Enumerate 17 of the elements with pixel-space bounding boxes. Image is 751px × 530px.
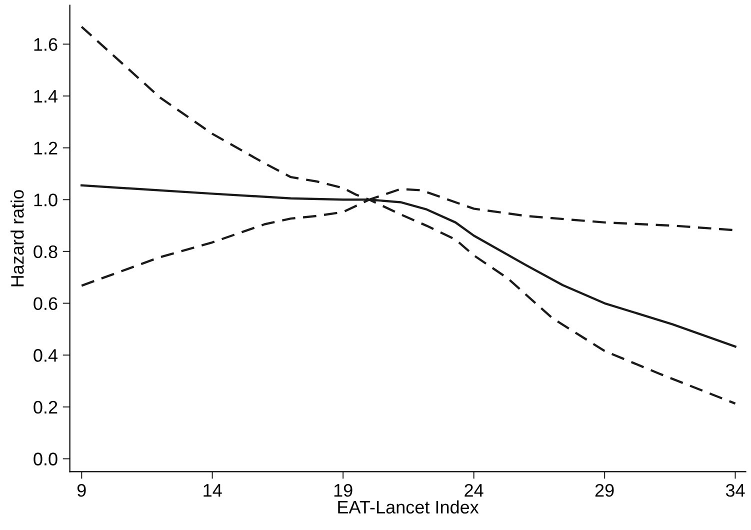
y-tick-label: 1.6 <box>34 38 58 51</box>
x-tick-label: 14 <box>204 484 222 497</box>
x-tick-label: 29 <box>595 484 614 497</box>
x-tick-label: 34 <box>726 484 745 497</box>
y-axis-title: Hazard ratio <box>10 190 24 286</box>
y-tick-label: 1.0 <box>34 194 58 206</box>
x-tick-label: 19 <box>334 484 352 497</box>
x-axis-title: EAT-Lancet Index <box>338 500 479 514</box>
y-tick-label: 0.4 <box>34 349 58 362</box>
y-tick-label: 0.2 <box>34 400 58 414</box>
x-tick-label: 9 <box>77 484 86 497</box>
y-tick-label: 0.6 <box>34 297 58 310</box>
y-tick-label: 1.4 <box>34 90 58 103</box>
y-tick-label: 0.0 <box>34 452 58 466</box>
y-tick-label: 0.8 <box>34 245 58 258</box>
y-tick-label: 1.2 <box>34 142 58 154</box>
x-tick-label: 24 <box>464 484 484 497</box>
